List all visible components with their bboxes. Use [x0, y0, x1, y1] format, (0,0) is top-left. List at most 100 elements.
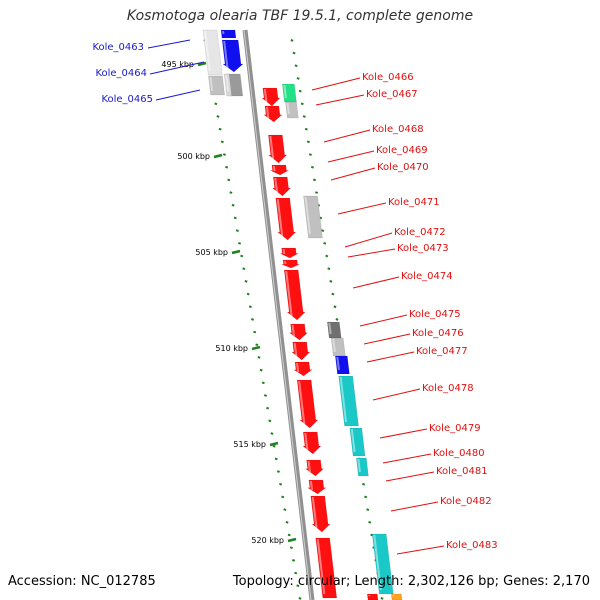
kbp-tick-mark [287, 537, 297, 543]
gene-arrow-red-shine [285, 270, 293, 317]
gene-label: Kole_0480 [433, 448, 485, 459]
gene-arrow-red [291, 341, 311, 361]
kbp-tick-label: 510 kbp [215, 344, 248, 353]
kbp-tick-mark [251, 345, 261, 351]
gene-label-leader [359, 314, 408, 327]
kbp-tick-label: 500 kbp [177, 152, 210, 161]
gene-arrow-red-shine [311, 496, 318, 529]
right-tick-dot [304, 127, 308, 131]
gene-arrow-red-shine [307, 460, 311, 473]
gene-label-leader [147, 39, 191, 49]
gene-label: Kole_0464 [95, 68, 147, 79]
gene-block-shine [286, 102, 290, 115]
gene-label-leader [311, 77, 361, 91]
gene-block [335, 355, 350, 375]
gene-label: Kole_0463 [92, 42, 144, 53]
left-tick-dot [268, 419, 272, 423]
gene-arrow-red [267, 134, 288, 164]
gene-block-shine [283, 84, 287, 99]
gene-features [202, 29, 403, 600]
right-tick-dot [292, 51, 296, 55]
left-tick-dot [216, 115, 220, 118]
gene-arrow-red-shine [298, 380, 306, 425]
left-tick-dot [246, 292, 250, 296]
gene-label: Kole_0483 [446, 540, 498, 551]
left-tick-dot [231, 203, 235, 207]
left-tick-dot [292, 559, 296, 562]
gene-label: Kole_0474 [401, 271, 453, 282]
left-tick-dot [287, 533, 291, 537]
left-tick-dot [294, 571, 298, 575]
gene-label-leader [315, 94, 365, 106]
gene-block [220, 29, 237, 39]
left-tick-dot [242, 267, 246, 271]
kbp-tick-mark [197, 61, 207, 67]
gene-arrow-red-shine [272, 165, 276, 172]
gene-block-shine [332, 338, 336, 353]
right-tick-dot [364, 495, 368, 499]
gene-arrow-red [315, 537, 338, 599]
gene-block-shine [336, 356, 340, 371]
gene-arrow-red [275, 197, 297, 241]
right-tick-dot [296, 77, 300, 80]
gene-arrow-red-shine [265, 106, 270, 119]
right-tick-dot [315, 191, 319, 194]
gene-arrow-red-shine [276, 198, 284, 237]
left-tick-dot [218, 127, 222, 131]
gene-block-shine [304, 196, 311, 235]
left-tick-dot [259, 368, 263, 372]
gene-arrow-red-shine [309, 480, 314, 491]
left-tick-dot [266, 406, 270, 410]
gene-arrow-red-shine [282, 248, 286, 255]
gene-block [338, 375, 359, 427]
gene-arrow-red [281, 259, 300, 269]
left-tick-dot [248, 305, 252, 309]
right-tick-dot [335, 318, 339, 321]
kbp-tick-label: 505 kbp [195, 248, 228, 257]
gene-arrow-red-shine [293, 342, 298, 357]
tick-dots [203, 39, 384, 600]
left-tick-dot [222, 153, 226, 156]
right-tick-dot [321, 229, 325, 232]
gene-block [349, 427, 366, 457]
gene-block-shine [357, 458, 361, 473]
gene-block [356, 457, 369, 477]
right-tick-dot [380, 597, 384, 600]
gene-label: Kole_0470 [377, 162, 429, 173]
left-tick-dot [261, 381, 265, 385]
left-tick-dot [272, 444, 276, 448]
gene-label-leader [379, 428, 428, 439]
gene-label-leader [344, 232, 393, 248]
gene-block-shine [328, 322, 332, 335]
gene-label: Kole_0482 [440, 496, 492, 507]
left-tick-dot [220, 140, 224, 144]
left-tick-dot [225, 165, 229, 169]
left-tick-dot [289, 546, 293, 550]
gene-label-leader [149, 61, 205, 75]
left-tick-dot [279, 482, 283, 486]
right-tick-dot [323, 241, 327, 245]
kbp-tick-mark [213, 153, 223, 159]
right-tick-dot [302, 115, 306, 118]
right-tick-dot [308, 153, 312, 156]
gene-label: Kole_0476 [412, 328, 464, 339]
left-tick-dot [235, 229, 239, 232]
gene-block [285, 101, 299, 119]
right-tick-dot [362, 482, 366, 486]
gene-arrow-red [261, 87, 281, 107]
gene-label: Kole_0466 [362, 72, 414, 83]
gene-block [367, 593, 379, 600]
genome-backbone [242, 29, 315, 600]
gene-block [208, 75, 225, 96]
gene-label: Kole_0478 [422, 383, 474, 394]
gene-label-leader [363, 333, 411, 345]
gene-block-shine [223, 40, 229, 69]
left-tick-dot [227, 178, 231, 182]
left-tick-dot [276, 470, 280, 473]
gene-labels: Kole_0463 Kole_0464 Kole_0465 Kole_0466 Kole… [92, 39, 498, 555]
right-tick-dot [325, 254, 329, 258]
left-tick-dot [240, 254, 244, 258]
gene-block [391, 593, 403, 600]
gene-label: Kole_0465 [101, 94, 153, 105]
gene-label: Kole_0481 [436, 466, 488, 477]
